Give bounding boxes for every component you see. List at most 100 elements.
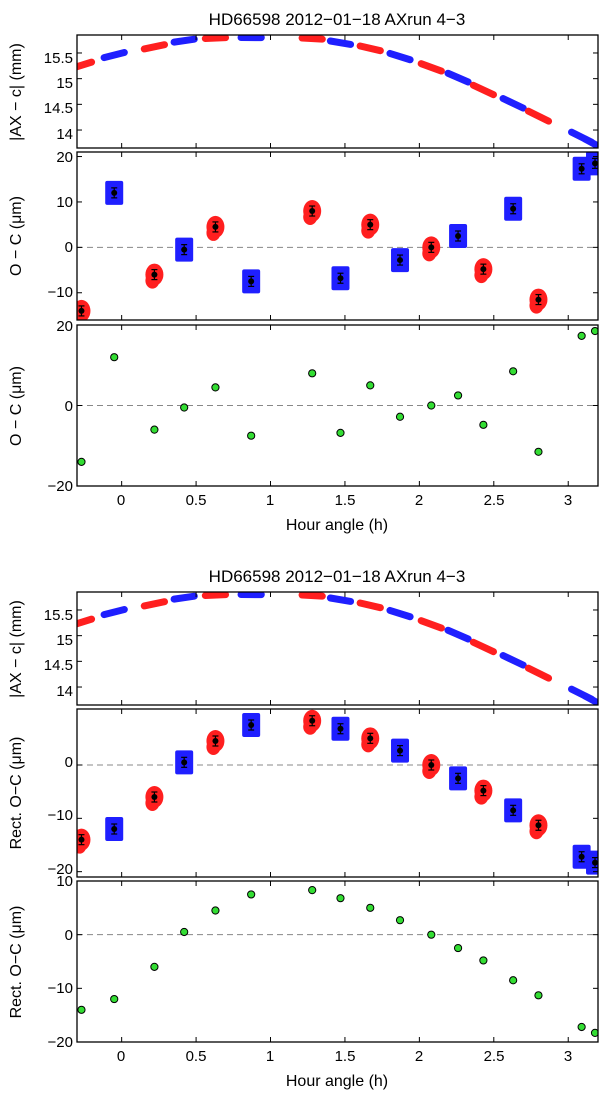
oc-cluster bbox=[474, 258, 493, 284]
fig1-xtick: 1 bbox=[266, 492, 274, 509]
oc-cluster bbox=[145, 263, 164, 289]
fig1-ax-c-ytick: 14.5 bbox=[44, 100, 73, 117]
oc-point bbox=[77, 1005, 86, 1014]
fig1-oc-points-ylabel: O − C (μm) bbox=[8, 366, 25, 446]
ax-c-segment bbox=[417, 617, 445, 632]
mean-point bbox=[309, 208, 316, 215]
plot-marks bbox=[77, 326, 598, 466]
oc-cluster bbox=[206, 215, 225, 241]
fig1-x-axis: 0 0.5 1 1.5 2 2.5 3 Hour angle (h) bbox=[117, 492, 572, 534]
fig1-panel-oc: O − C (μm) −10 0 10 20 bbox=[8, 149, 599, 321]
ax-c-segment bbox=[201, 35, 230, 43]
fig1-oc-ytick: 20 bbox=[56, 149, 73, 166]
fig2-xlabel: Hour angle (h) bbox=[286, 1073, 388, 1090]
fig2-rect-oc-points-ytick: −10 bbox=[48, 980, 73, 997]
mean-point bbox=[455, 233, 462, 239]
oc-point bbox=[577, 1022, 586, 1032]
ax-c-segment bbox=[356, 42, 384, 55]
oc-point bbox=[150, 425, 159, 434]
mean-point bbox=[428, 762, 435, 768]
fig1-ax-c-ytick: 14 bbox=[56, 126, 73, 143]
ax-c-segment bbox=[201, 592, 230, 600]
plot-marks bbox=[77, 35, 598, 148]
oc-cluster bbox=[303, 709, 322, 735]
fig1-panel-oc-points: O − C (μm) −20 0 20 bbox=[8, 318, 599, 495]
mean-point bbox=[535, 296, 542, 303]
mean-point bbox=[78, 307, 85, 314]
mean-point bbox=[248, 278, 255, 285]
fig1-xtick: 1.5 bbox=[335, 492, 356, 509]
oc-cluster bbox=[77, 299, 91, 320]
oc-point bbox=[366, 903, 375, 912]
mean-point bbox=[337, 725, 344, 732]
ax-c-segment bbox=[386, 49, 414, 64]
fig1-oc-points-frame bbox=[76, 324, 599, 487]
mean-point bbox=[151, 794, 158, 800]
oc-point bbox=[211, 906, 220, 915]
fig1-ax-c-ylabel: |AX − c| (mm) bbox=[8, 43, 25, 141]
fig2-rect-oc-plot-area bbox=[77, 709, 598, 877]
mean-point bbox=[337, 275, 344, 282]
fig1-oc-points-ytick: 0 bbox=[65, 398, 73, 415]
fig2-xtick: 1 bbox=[266, 1048, 274, 1065]
oc-cluster bbox=[206, 730, 225, 755]
oc-point bbox=[77, 457, 86, 466]
fig2-rect-oc-ytick: −10 bbox=[48, 807, 73, 824]
oc-point bbox=[180, 403, 189, 412]
oc-cluster bbox=[449, 224, 468, 248]
oc-cluster bbox=[449, 766, 468, 791]
fig1-xtick: 2.5 bbox=[484, 492, 505, 509]
figure-2: HD66598 2012−01−18 AXrun 4−3 |AX − c| (m… bbox=[8, 567, 599, 1090]
oc-point bbox=[577, 331, 586, 340]
oc-cluster bbox=[391, 738, 410, 763]
fig1-oc-ytick: 10 bbox=[56, 194, 73, 211]
ax-c-segment bbox=[100, 605, 128, 619]
oc-cluster bbox=[504, 196, 523, 221]
mean-point bbox=[510, 205, 517, 212]
ax-c-segment bbox=[469, 81, 498, 99]
ax-c-segment bbox=[170, 35, 198, 46]
fig2-ax-c-plot-area bbox=[77, 592, 598, 705]
fig2-ax-c-ytick: 14 bbox=[56, 683, 73, 700]
fig1-xtick: 3 bbox=[564, 492, 572, 509]
oc-cluster bbox=[175, 237, 194, 262]
oc-cluster bbox=[105, 180, 124, 205]
mean-point bbox=[248, 722, 255, 728]
oc-point bbox=[509, 976, 518, 985]
fig2-panel-ax-c: |AX − c| (mm) 14 14.5 15 15.5 bbox=[8, 591, 599, 706]
fig2-panel-rect-oc-points: Rect. O−C (μm) −20 −10 0 10 bbox=[8, 873, 599, 1051]
mean-point bbox=[367, 221, 374, 228]
oc-cluster bbox=[422, 754, 441, 779]
plot-marks bbox=[77, 152, 598, 320]
mean-point bbox=[181, 759, 188, 766]
ax-c-segment bbox=[444, 69, 472, 86]
oc-point bbox=[336, 428, 345, 437]
oc-cluster bbox=[474, 779, 493, 805]
fig2-xtick: 2.5 bbox=[484, 1048, 505, 1065]
fig1-ax-c-plot-area bbox=[77, 35, 598, 148]
fig2-rect-oc-ytick: −20 bbox=[48, 861, 73, 878]
ax-c-segment bbox=[444, 626, 472, 643]
mean-point bbox=[592, 859, 598, 866]
mean-point bbox=[455, 775, 462, 782]
mean-point bbox=[578, 853, 585, 860]
mean-point bbox=[181, 246, 188, 253]
ax-c-segment bbox=[499, 651, 527, 669]
ax-c-segment bbox=[524, 664, 553, 682]
fig2-rect-oc-points-frame bbox=[76, 880, 599, 1043]
fig2-xtick: 0.5 bbox=[186, 1048, 207, 1065]
oc-cluster bbox=[303, 200, 322, 226]
fig1-ax-c-frame bbox=[76, 34, 599, 149]
fig2-ax-c-ytick: 15.5 bbox=[44, 607, 73, 624]
oc-cluster bbox=[105, 817, 124, 841]
fig2-rect-oc-ytick: 0 bbox=[65, 754, 73, 771]
oc-cluster bbox=[422, 236, 441, 262]
oc-point bbox=[534, 447, 543, 456]
oc-point bbox=[366, 381, 375, 390]
ax-c-segment bbox=[298, 35, 326, 43]
oc-point bbox=[150, 962, 159, 971]
ax-c-segment bbox=[326, 37, 355, 48]
fig2-rect-oc-ylabel: Rect. O−C (μm) bbox=[8, 737, 25, 850]
mean-point bbox=[111, 189, 118, 196]
fig2-panel-rect-oc: Rect. O−C (μm) −20 −10 0 bbox=[8, 708, 599, 878]
